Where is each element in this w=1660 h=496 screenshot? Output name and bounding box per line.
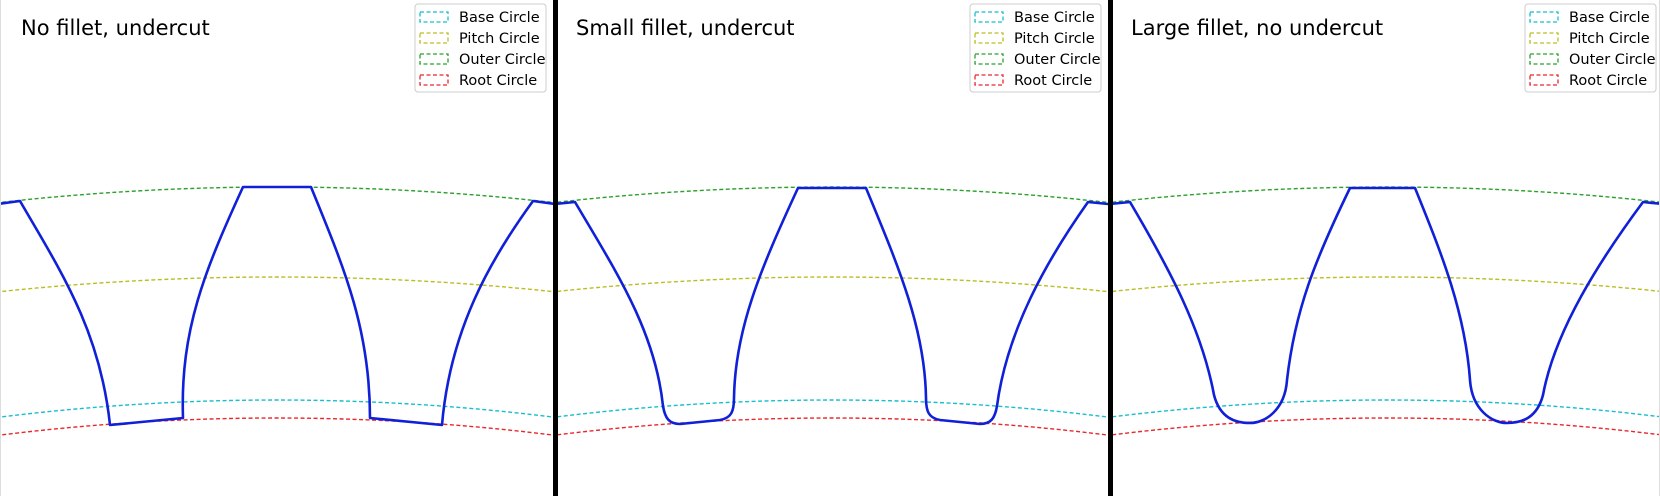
legend-swatch-root: [419, 74, 449, 86]
legend-label-pitch: Pitch Circle: [1569, 31, 1650, 47]
gear-tooth-profile: [0, 185, 553, 427]
panel-divider-1: [553, 0, 558, 496]
legend-label-outer: Outer Circle: [459, 52, 546, 68]
legend-entry-base: Base Circle: [974, 10, 1095, 26]
legend-swatch-outer: [974, 53, 1004, 65]
plot-area: [555, 186, 1108, 436]
legend-swatch-root: [1529, 74, 1559, 86]
base-circle-arc: [1110, 399, 1660, 418]
legend-entry-base: Base Circle: [419, 10, 540, 26]
legend-label-root: Root Circle: [459, 73, 537, 89]
legend-label-root: Root Circle: [1014, 73, 1092, 89]
base-circle-arc: [0, 399, 553, 418]
legend-label-outer: Outer Circle: [1014, 52, 1101, 68]
gear-tooth-profile: [1110, 186, 1660, 425]
legend-swatch-outer: [1529, 53, 1559, 65]
legend-entry-pitch: Pitch Circle: [1529, 31, 1650, 47]
legend-swatch-pitch: [419, 32, 449, 44]
panel-title: No fillet, undercut: [21, 16, 210, 40]
panel-title: Large fillet, no undercut: [1131, 16, 1383, 40]
outer-circle-arc: [1110, 186, 1660, 204]
legend-swatch-pitch: [1529, 32, 1559, 44]
pitch-circle-arc: [0, 276, 553, 293]
legend-label-base: Base Circle: [459, 10, 540, 26]
gear-tooth-profile: [555, 186, 1108, 426]
legend-entry-pitch: Pitch Circle: [419, 31, 540, 47]
legend: Base Circle Pitch Circle Outer Circle Root …: [1524, 3, 1657, 93]
legend-entry-root: Root Circle: [974, 73, 1092, 89]
legend-swatch-root: [974, 74, 1004, 86]
panel-small-fillet: Small fillet, undercut Base Circle Pitch C…: [555, 3, 1108, 436]
legend-swatch-outer: [419, 53, 449, 65]
plot-area: [1110, 186, 1660, 436]
base-circle-arc: [555, 399, 1108, 418]
legend: Base Circle Pitch Circle Outer Circle Root …: [969, 3, 1102, 93]
legend-entry-outer: Outer Circle: [974, 52, 1101, 68]
outer-circle-arc: [555, 186, 1108, 204]
legend-swatch-base: [419, 11, 449, 23]
root-circle-arc: [0, 417, 553, 436]
pitch-circle-arc: [1110, 276, 1660, 293]
root-circle-arc: [1110, 417, 1660, 436]
panel-none-fillet: No fillet, undercut Base Circle Pitch Circ…: [0, 3, 553, 436]
legend-label-pitch: Pitch Circle: [1014, 31, 1095, 47]
legend-swatch-base: [1529, 11, 1559, 23]
legend-entry-pitch: Pitch Circle: [974, 31, 1095, 47]
legend: Base Circle Pitch Circle Outer Circle Root …: [414, 3, 547, 93]
pitch-circle-arc: [555, 276, 1108, 293]
panel-title: Small fillet, undercut: [576, 16, 795, 40]
legend-entry-root: Root Circle: [1529, 73, 1647, 89]
legend-swatch-pitch: [974, 32, 1004, 44]
legend-entry-base: Base Circle: [1529, 10, 1650, 26]
root-circle-arc: [555, 417, 1108, 436]
legend-label-root: Root Circle: [1569, 73, 1647, 89]
legend-label-base: Base Circle: [1014, 10, 1095, 26]
legend-label-outer: Outer Circle: [1569, 52, 1656, 68]
panel-large-fillet: Large fillet, no undercut Base Circle Pitc…: [1110, 3, 1660, 436]
panel-divider-2: [1108, 0, 1113, 496]
outer-circle-arc: [0, 186, 553, 204]
legend-label-base: Base Circle: [1569, 10, 1650, 26]
legend-swatch-base: [974, 11, 1004, 23]
plot-area: [0, 185, 553, 436]
legend-entry-outer: Outer Circle: [1529, 52, 1656, 68]
legend-entry-outer: Outer Circle: [419, 52, 546, 68]
legend-label-pitch: Pitch Circle: [459, 31, 540, 47]
legend-entry-root: Root Circle: [419, 73, 537, 89]
